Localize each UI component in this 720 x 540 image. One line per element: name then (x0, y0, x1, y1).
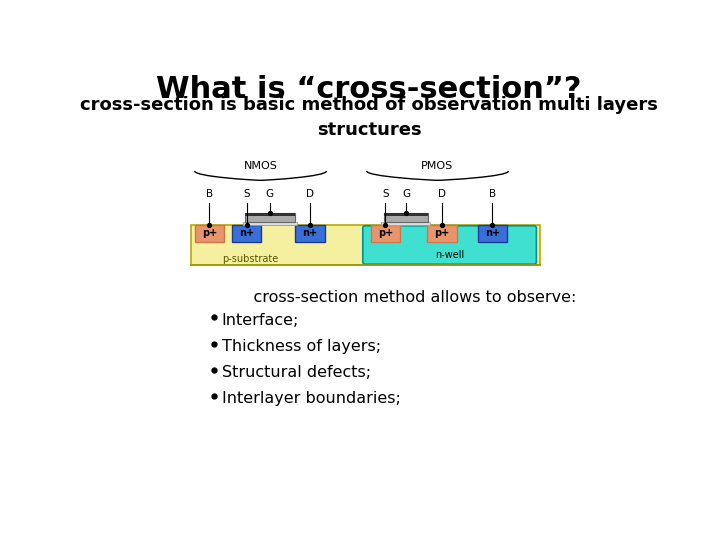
Text: Thickness of layers;: Thickness of layers; (222, 339, 381, 354)
Text: n+: n+ (485, 228, 500, 239)
Text: p+: p+ (202, 228, 217, 239)
Text: n+: n+ (239, 228, 254, 239)
Text: n+: n+ (302, 228, 318, 239)
Bar (243, 222, 297, 225)
Bar (245, 213, 294, 222)
Bar (191, 225, 539, 265)
Bar (384, 213, 428, 215)
Bar (232, 225, 261, 242)
Text: G: G (266, 189, 274, 199)
Bar (295, 225, 325, 242)
Bar (371, 225, 400, 242)
Text: G: G (402, 189, 410, 199)
Text: p+: p+ (378, 228, 393, 239)
Text: S: S (382, 189, 389, 199)
Text: D: D (438, 189, 446, 199)
Text: B: B (489, 189, 496, 199)
Text: Interlayer boundaries;: Interlayer boundaries; (222, 392, 400, 406)
Text: cross-section is basic method of observation multi layers
structures: cross-section is basic method of observa… (80, 96, 658, 139)
Text: PMOS: PMOS (421, 161, 454, 171)
Text: n-well: n-well (435, 250, 464, 260)
Text: S: S (243, 189, 250, 199)
Bar (245, 213, 294, 215)
Text: Interface;: Interface; (222, 313, 299, 328)
Text: cross-section method allows to observe:: cross-section method allows to observe: (233, 289, 577, 305)
Text: p+: p+ (434, 228, 449, 239)
Text: What is “cross-section”?: What is “cross-section”? (156, 75, 582, 104)
Text: Structural defects;: Structural defects; (222, 365, 371, 380)
Text: D: D (306, 189, 314, 199)
Text: NMOS: NMOS (243, 161, 277, 171)
Bar (477, 225, 507, 242)
Bar (427, 225, 456, 242)
Bar (382, 222, 431, 225)
FancyBboxPatch shape (363, 226, 536, 264)
Bar (194, 225, 224, 242)
Text: p-substrate: p-substrate (222, 254, 278, 264)
Text: B: B (206, 189, 213, 199)
Bar (384, 213, 428, 222)
